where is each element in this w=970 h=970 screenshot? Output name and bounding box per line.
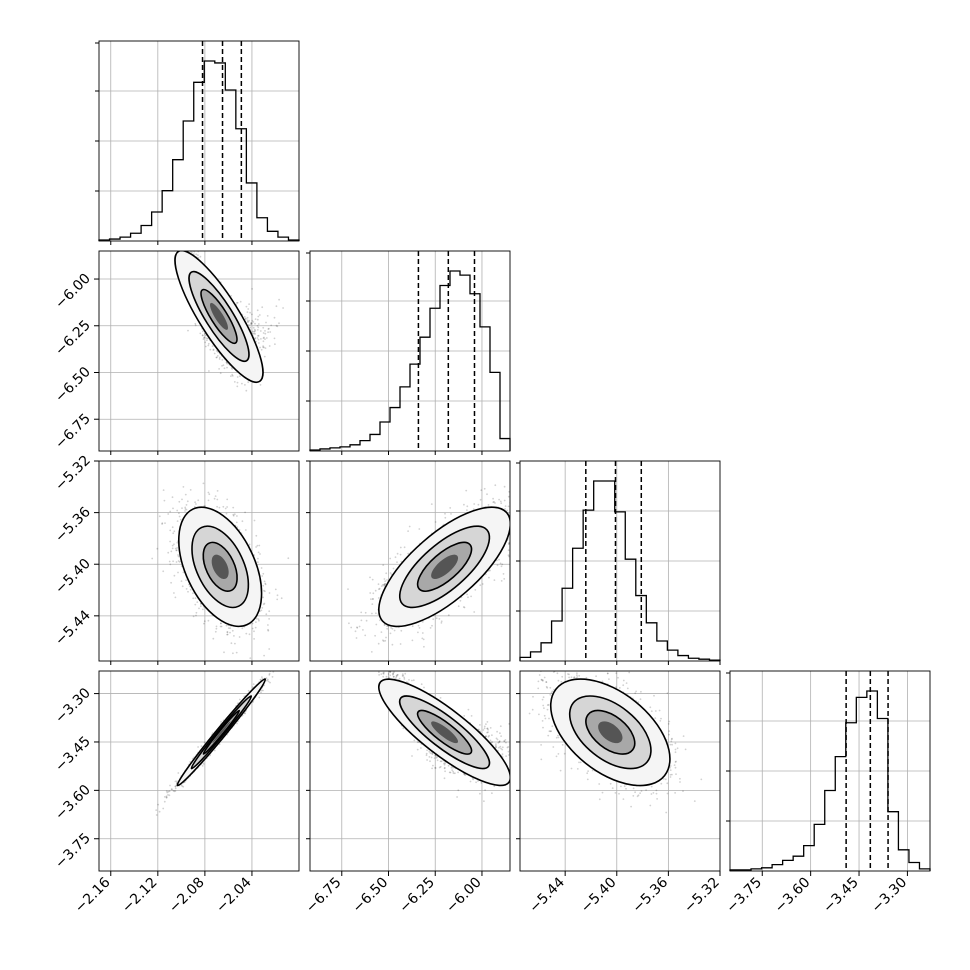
- y-tick-label: −5.36: [52, 504, 94, 546]
- x-tick-label: −2.16: [72, 874, 114, 916]
- y-tick-label: −6.00: [52, 271, 94, 313]
- scatter-panel-0-1: [99, 251, 299, 451]
- frame-1-3: [309, 670, 511, 872]
- density-contour: [212, 721, 231, 744]
- scatter-panel-0-3: [99, 671, 299, 871]
- density-contour: [211, 554, 229, 580]
- x-tick-label: −6.75: [303, 875, 345, 917]
- hist-panel-2: [516, 461, 721, 661]
- frame-hist-0: [98, 40, 300, 242]
- y-tick-label: −6.75: [52, 411, 94, 453]
- y-tick-label: −6.25: [52, 317, 94, 359]
- y-tick-label: −3.30: [52, 685, 94, 727]
- x-tick-label: −5.44: [526, 874, 568, 916]
- frame-0-2: [98, 460, 300, 662]
- x-tick-label: −2.04: [213, 874, 255, 916]
- hist-panel-3: [726, 671, 931, 871]
- scatter-panel-1-2: [310, 461, 510, 661]
- y-tick-label: −5.32: [52, 453, 94, 495]
- x-tick-label: −3.30: [869, 875, 911, 917]
- x-tick-label: −6.00: [443, 875, 485, 917]
- y-tick-label: −5.44: [52, 607, 94, 649]
- density-contour: [598, 721, 623, 744]
- y-tick-label: −6.50: [52, 364, 94, 406]
- hist-panel-0: [95, 41, 300, 241]
- histogram-3: [729, 690, 931, 871]
- x-tick-label: −3.60: [772, 875, 814, 917]
- y-tick-label: −3.75: [52, 830, 94, 872]
- x-tick-label: −5.32: [681, 875, 723, 917]
- y-tick-label: −3.60: [52, 782, 94, 824]
- scatter-panel-2-3: [520, 671, 720, 871]
- x-tick-label: −3.75: [723, 875, 765, 917]
- x-tick-label: −2.12: [119, 875, 161, 917]
- frame-0-3: [98, 670, 300, 872]
- x-tick-label: −6.25: [396, 875, 438, 917]
- density-contour: [431, 721, 459, 744]
- y-tick-label: −5.40: [52, 556, 94, 598]
- density-contour: [209, 302, 229, 330]
- frame-hist-1: [309, 250, 511, 452]
- histogram-0: [98, 60, 300, 241]
- y-tick-label: −3.45: [52, 733, 94, 775]
- frame-1-2: [309, 460, 511, 662]
- histogram-1: [309, 270, 511, 451]
- x-tick-label: −5.40: [578, 875, 620, 917]
- frame-0-1: [98, 250, 300, 452]
- frame-hist-3: [729, 670, 931, 872]
- frame-hist-2: [519, 460, 721, 662]
- histogram-2: [519, 480, 721, 661]
- x-tick-label: −5.36: [630, 874, 672, 916]
- density-contour: [431, 554, 459, 580]
- hist-panel-1: [306, 251, 511, 451]
- x-tick-label: −6.50: [350, 875, 392, 917]
- x-tick-label: −3.45: [820, 875, 862, 917]
- x-tick-label: −2.08: [166, 875, 208, 917]
- frame-2-3: [519, 670, 721, 872]
- scatter-panel-0-2: [99, 461, 299, 661]
- scatter-panel-1-3: [310, 671, 510, 871]
